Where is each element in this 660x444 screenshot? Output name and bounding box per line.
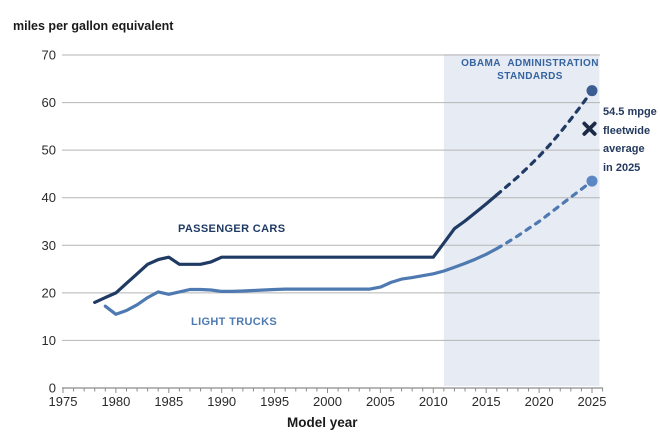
chart-title: miles per gallon equivalent xyxy=(13,19,174,33)
x-tick-label: 2015 xyxy=(472,394,501,409)
y-tick-label: 0 xyxy=(49,381,56,396)
x-axis-title: Model year xyxy=(287,415,358,430)
passenger-cars-projected-line-end-dot xyxy=(586,85,598,97)
x-tick-label: 2020 xyxy=(525,394,554,409)
y-tick-label: 20 xyxy=(42,285,56,300)
x-tick-label: 2010 xyxy=(419,394,448,409)
obama-standards-label-line1: OBAMA ADMINISTRATION xyxy=(461,58,599,69)
x-tick-label: 1985 xyxy=(154,394,183,409)
passenger-cars-projected-line xyxy=(495,89,594,197)
y-tick-label: 60 xyxy=(42,95,56,110)
x-tick-label: 2005 xyxy=(366,394,395,409)
y-tick-label: 70 xyxy=(42,48,56,63)
standards-band xyxy=(443,54,600,386)
x-tick-label: 2025 xyxy=(578,394,607,409)
light-trucks-series-label: LIGHT TRUCKS xyxy=(191,316,278,328)
x-tick-label: 1990 xyxy=(207,394,236,409)
x-tick-label: 2000 xyxy=(313,394,342,409)
light-trucks-line xyxy=(103,247,499,316)
obama-standards-label-line2: STANDARDS xyxy=(497,71,563,82)
x-tick-label: 1980 xyxy=(101,394,130,409)
y-tick-label: 10 xyxy=(42,333,56,348)
annotation-line3: average xyxy=(603,143,645,155)
y-tick-label: 30 xyxy=(42,238,56,253)
x-marker xyxy=(582,121,597,136)
x-tick-label: 1995 xyxy=(260,394,289,409)
annotation-line4: in 2025 xyxy=(603,161,641,174)
obama-standards-label: OBAMA ADMINISTRATION STANDARDS xyxy=(448,57,612,83)
light-trucks-projected-line xyxy=(495,179,594,251)
fleetwide-average-annotation: 54.5 mpge fleetwide average in 2025 xyxy=(603,103,657,177)
passenger-cars-series-label: PASSENGER CARS xyxy=(178,223,286,235)
annotation-line1: 54.5 mpge xyxy=(603,106,657,118)
y-tick-label: 50 xyxy=(42,143,56,158)
passenger-cars-line xyxy=(93,193,499,304)
light-trucks-projected-line-end-dot xyxy=(586,175,598,187)
y-tick-label: 40 xyxy=(42,190,56,205)
x-tick-label: 1975 xyxy=(49,394,78,409)
annotation-line2: fleetwide xyxy=(603,124,651,137)
